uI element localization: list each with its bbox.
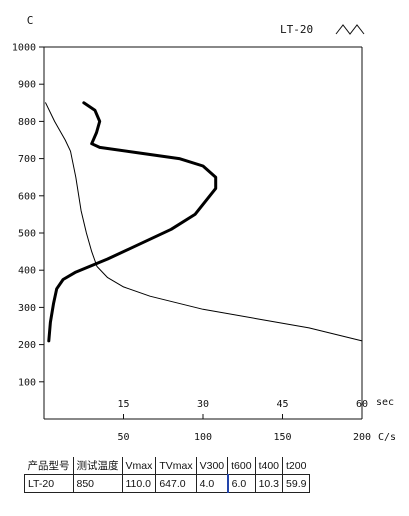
y-tick-label: 700	[18, 154, 36, 165]
temperature-vs-time-line	[45, 102, 363, 342]
cell-v300: 4.0	[195, 474, 229, 493]
rate-tick-label: 50	[117, 432, 129, 443]
spec-table-header-row: 产品型号 测试温度 Vmax TVmax V300 t600 t400 t200	[24, 457, 310, 475]
cell-t600: 6.0	[226, 474, 256, 493]
spec-table: 产品型号 测试温度 Vmax TVmax V300 t600 t400 t200…	[24, 457, 311, 493]
temperature-unit-label: C	[27, 14, 34, 27]
y-tick-label: 300	[18, 303, 36, 314]
y-tick-label: 600	[18, 191, 36, 202]
y-tick-label: 100	[18, 377, 36, 388]
model-label: LT-20	[280, 23, 313, 36]
time-unit-label: sec	[376, 397, 394, 408]
time-tick-label: 45	[276, 399, 288, 410]
header-vmax: Vmax	[122, 457, 157, 475]
y-tick-label: 800	[18, 117, 36, 128]
cell-t400: 10.3	[254, 474, 284, 493]
cell-test-temp: 850	[72, 474, 123, 493]
header-v300: V300	[196, 457, 229, 475]
cell-t200: 59.9	[282, 474, 311, 493]
time-ticks: 15 30 45 60	[117, 399, 368, 419]
rate-tick-label: 200	[353, 432, 371, 443]
temperature-ticks: 100 200 300 400 500 600 700 800 900 1000	[12, 43, 44, 388]
rate-tick-label: 150	[273, 432, 291, 443]
temperature-vs-rate-line	[47, 101, 218, 343]
header-t200: t200	[282, 457, 310, 475]
plot-frame	[43, 46, 363, 420]
y-tick-label: 900	[18, 80, 36, 91]
time-tick-label: 30	[197, 399, 209, 410]
header-test-temp: 测试温度	[73, 457, 123, 475]
y-tick-label: 200	[18, 340, 36, 351]
time-tick-label: 60	[356, 399, 368, 410]
series-group	[45, 101, 363, 343]
header-t600: t600	[227, 457, 256, 475]
table-row: LT-20 850 110.0 647.0 4.0 6.0 10.3 59.9	[24, 474, 311, 493]
time-tick-label: 15	[117, 399, 129, 410]
rate-ticks: 50 100 150 200	[117, 432, 371, 443]
y-tick-label: 500	[18, 229, 36, 240]
cell-tvmax: 647.0	[155, 474, 197, 493]
header-tvmax: TVmax	[155, 457, 197, 475]
y-tick-label: 400	[18, 266, 36, 277]
rate-unit-label: C/s	[378, 432, 396, 443]
y-tick-label: 1000	[12, 43, 36, 54]
header-t400: t400	[255, 457, 284, 475]
chart: 100 200 300 400 500 600 700 800 900 1000 15 30 45 60…	[12, 14, 396, 443]
cell-model: LT-20	[24, 474, 74, 493]
wave-icon	[335, 24, 365, 35]
cell-vmax: 110.0	[121, 474, 157, 493]
rate-tick-label: 100	[194, 432, 212, 443]
header-model: 产品型号	[24, 457, 74, 475]
